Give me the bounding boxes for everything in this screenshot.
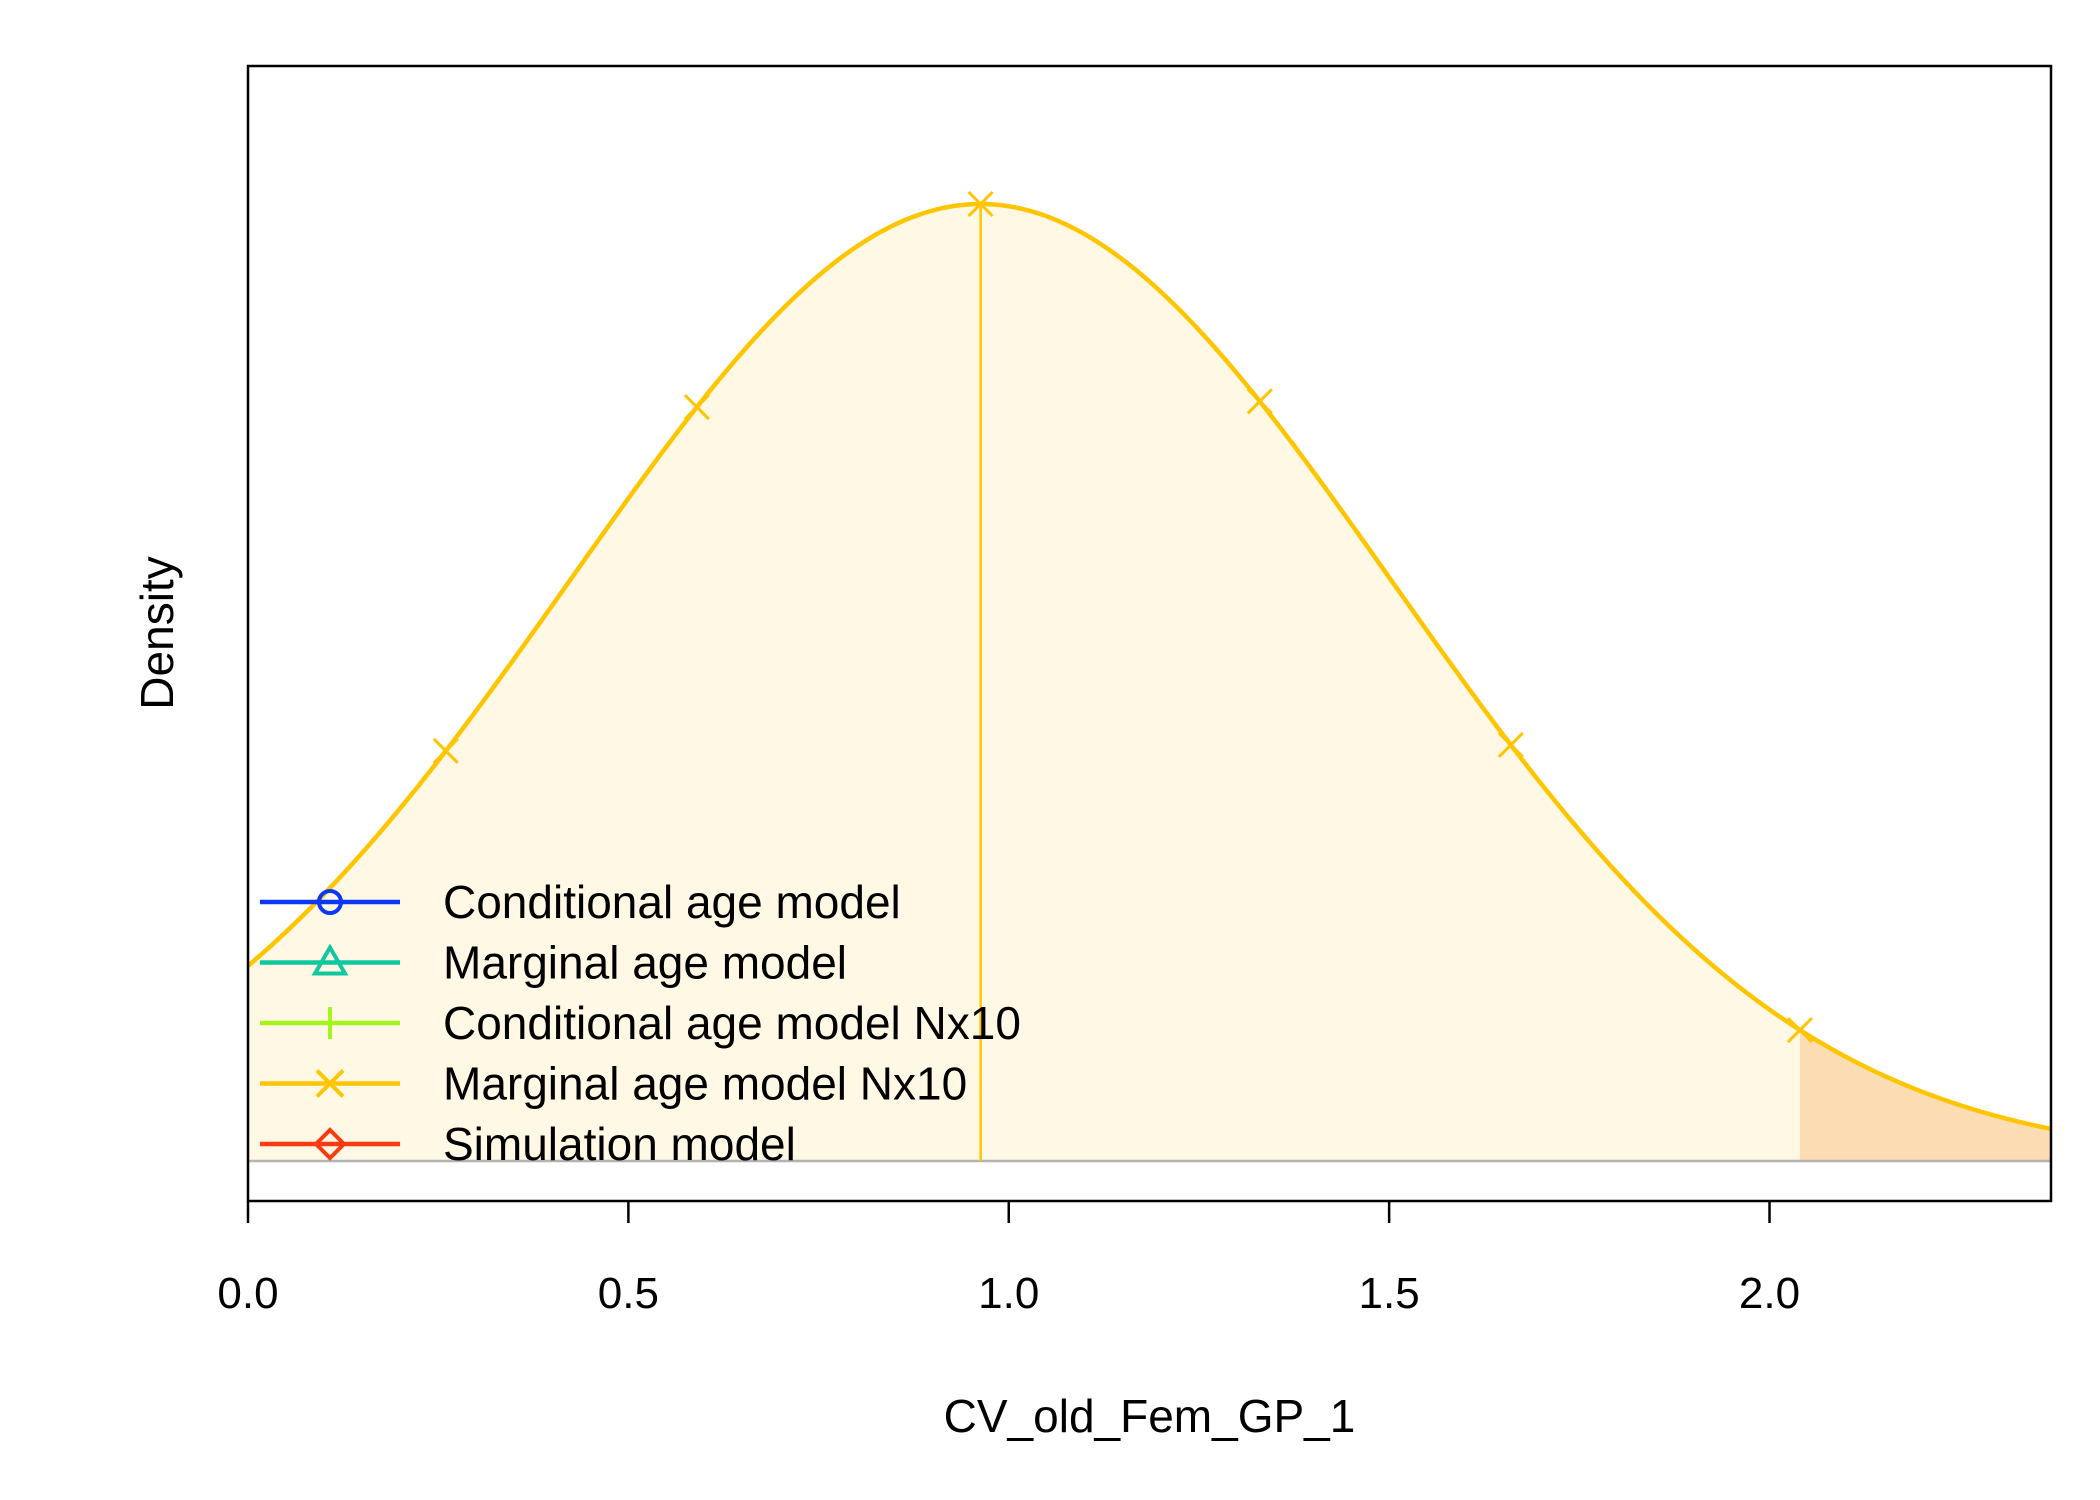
x-axis-title: CV_old_Fem_GP_1 [944,1390,1356,1442]
density-point [1786,1016,1814,1044]
legend-label: Marginal age model [443,937,847,989]
density-curve [246,201,2052,1132]
legend: Conditional age model Marginal age model C… [260,876,1021,1170]
density-point [683,394,710,421]
legend-marker-triangle [311,943,349,976]
legend-label: Conditional age model [443,876,901,928]
legend-item: Conditional age model Nx10 [260,997,1021,1049]
x-tick-label: 0.5 [598,1269,659,1318]
legend-item: Simulation model [260,1118,796,1170]
density-point [432,737,459,764]
x-tick-label: 1.0 [978,1269,1039,1318]
density-point [1497,731,1524,759]
density-point [967,190,994,218]
legend-marker-circle [317,889,343,915]
density-fill [248,204,1800,1161]
legend-label: Marginal age model Nx10 [443,1058,967,1110]
density-tail-fill [1799,1030,2051,1161]
plot-frame [246,64,2053,1203]
legend-item: Marginal age model Nx10 [260,1058,967,1110]
legend-label: Simulation model [443,1118,796,1170]
plot-layer [246,190,2052,1163]
x-tick-label: 0.0 [217,1269,278,1318]
x-axis: 0.0 0.5 1.0 1.5 2.0 [217,1201,1800,1318]
legend-label: Conditional age model Nx10 [443,997,1021,1049]
legend-item: Marginal age model [260,937,847,989]
density-point [1246,388,1273,415]
x-tick-label: 1.5 [1359,1269,1420,1318]
y-axis-title: Density [131,556,183,709]
x-tick-label: 2.0 [1739,1269,1800,1318]
legend-item: Conditional age model [260,876,901,928]
legend-marker-diamond [313,1127,347,1161]
legend-marker-cross [315,1069,345,1098]
